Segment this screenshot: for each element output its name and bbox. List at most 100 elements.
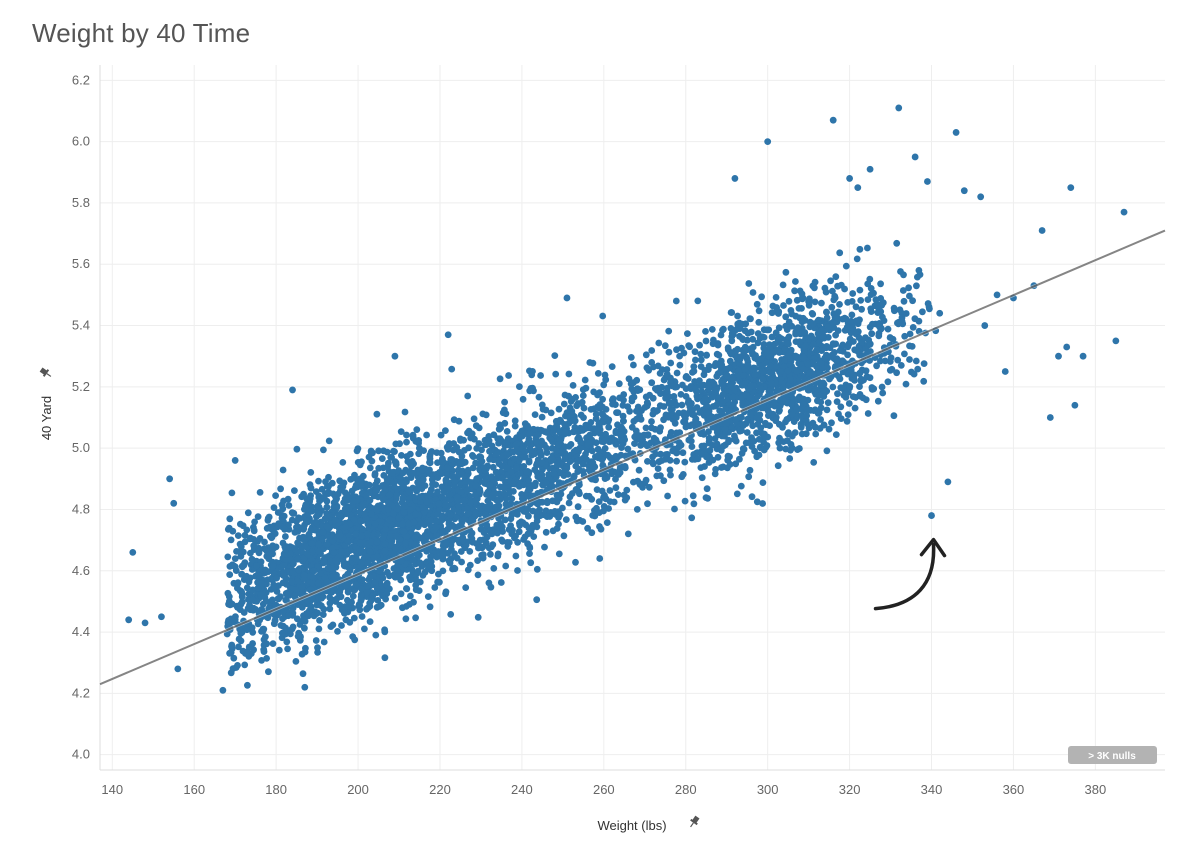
scatter-point	[728, 309, 736, 316]
outlier-point	[776, 444, 784, 452]
scatter-point	[866, 275, 874, 283]
scatter-point	[423, 431, 430, 439]
scatter-point	[464, 478, 472, 485]
scatter-point	[439, 567, 447, 575]
scatter-point	[681, 497, 689, 505]
scatter-point	[239, 522, 247, 530]
scatter-point	[352, 530, 359, 538]
scatter-point	[466, 561, 474, 569]
scatter-point	[736, 427, 744, 435]
scatter-point	[236, 540, 244, 548]
scatter-point	[768, 309, 776, 317]
scatter-point	[412, 510, 420, 518]
scatter-point	[485, 437, 493, 445]
scatter-point	[866, 341, 874, 348]
scatter-point	[890, 412, 898, 420]
scatter-point	[554, 461, 561, 469]
outlier-point	[170, 499, 178, 507]
scatter-point	[603, 519, 611, 526]
scatter-point	[358, 483, 365, 490]
scatter-point	[397, 590, 405, 598]
scatter-point	[399, 469, 407, 477]
scatter-point	[238, 588, 246, 596]
scatter-point	[579, 386, 587, 393]
scatter-point	[852, 317, 860, 325]
scatter-point	[742, 391, 750, 399]
scatter-point	[509, 480, 517, 488]
scatter-point	[593, 426, 601, 434]
scatter-point	[501, 516, 509, 524]
scatter-point	[612, 484, 620, 492]
scatter-point	[890, 304, 898, 312]
scatter-point	[743, 355, 751, 363]
scatter-point	[366, 548, 374, 556]
scatter-point	[316, 601, 324, 609]
scatter-point	[586, 431, 594, 439]
scatter-point	[236, 548, 244, 555]
scatter-point	[338, 622, 345, 629]
scatter-point	[560, 532, 568, 540]
scatter-point	[709, 403, 717, 410]
scatter-point	[884, 378, 892, 386]
scatter-point	[466, 548, 474, 555]
scatter-point	[282, 596, 290, 604]
scatter-point	[785, 297, 793, 305]
scatter-point	[839, 315, 847, 323]
scatter-point	[332, 557, 339, 564]
scatter-point	[314, 649, 321, 656]
scatter-point	[442, 501, 449, 509]
scatter-point	[574, 503, 582, 511]
scatter-point	[743, 346, 751, 354]
scatter-point	[822, 288, 830, 296]
scatter-point	[779, 383, 787, 391]
scatter-point	[461, 497, 469, 505]
scatter-point	[350, 497, 358, 505]
scatter-point	[559, 504, 566, 512]
scatter-point	[383, 448, 391, 456]
scatter-point	[513, 445, 521, 453]
scatter-point	[614, 491, 622, 498]
scatter-point	[900, 271, 907, 279]
scatter-point	[367, 597, 375, 604]
scatter-point	[432, 481, 440, 488]
scatter-point	[788, 310, 796, 318]
scatter-point	[384, 568, 391, 576]
scatter-point	[410, 598, 417, 606]
outlier-point	[391, 352, 399, 360]
scatter-point	[237, 637, 245, 645]
outlier-point	[1071, 401, 1079, 409]
scatter-point	[383, 582, 391, 589]
scatter-point	[783, 416, 791, 423]
scatter-point	[757, 424, 765, 432]
scatter-point	[494, 529, 501, 537]
scatter-point	[366, 573, 374, 581]
scatter-point	[875, 322, 883, 330]
scatter-point	[815, 409, 823, 417]
y-tick-label: 5.0	[72, 440, 90, 455]
scatter-point	[746, 315, 754, 322]
scatter-point	[316, 510, 323, 518]
scatter-point	[705, 459, 713, 466]
scatter-point	[739, 335, 746, 342]
scatter-point	[256, 572, 263, 580]
scatter-point	[685, 436, 693, 444]
scatter-point	[227, 536, 235, 544]
scatter-point	[363, 605, 370, 613]
scatter-point	[773, 347, 781, 354]
scatter-point	[249, 586, 257, 594]
scatter-point	[289, 510, 297, 517]
scatter-point	[788, 400, 795, 408]
scatter-point	[793, 407, 801, 414]
scatter-point	[749, 289, 757, 296]
scatter-point	[897, 362, 905, 369]
scatter-point	[283, 638, 291, 646]
scatter-point	[749, 343, 757, 351]
scatter-point	[711, 362, 719, 370]
scatter-point	[681, 458, 689, 466]
scatter-point	[348, 487, 356, 495]
scatter-point	[403, 585, 410, 592]
scatter-point	[234, 662, 241, 669]
scatter-point	[503, 428, 511, 435]
scatter-point	[245, 643, 253, 651]
nulls-badge[interactable]: > 3K nulls	[1068, 746, 1157, 764]
